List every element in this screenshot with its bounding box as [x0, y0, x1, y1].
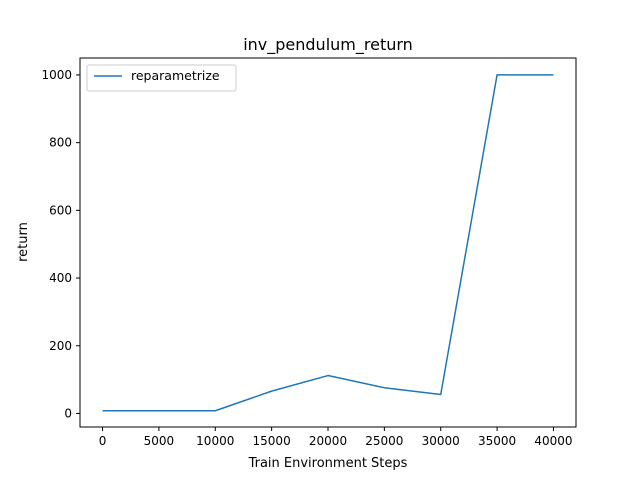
y-tick-label: 600: [49, 203, 72, 217]
legend: reparametrize: [86, 64, 237, 92]
x-tick-label: 10000: [196, 434, 234, 448]
y-axis-title: return: [16, 222, 31, 262]
y-tick-label: 200: [49, 339, 72, 353]
y-tick-label: 1000: [41, 68, 72, 82]
y-axis: 0 200 400 600 800 1000: [41, 68, 80, 420]
x-tick-label: 40000: [534, 434, 572, 448]
x-tick-label: 15000: [253, 434, 291, 448]
x-axis-title: Train Environment Steps: [248, 456, 408, 471]
x-tick-label: 25000: [365, 434, 403, 448]
legend-box: [86, 64, 237, 92]
chart-title: inv_pendulum_return: [243, 35, 413, 55]
x-axis: 0 5000 10000 15000 20000 25000 30000 35000 40000: [99, 427, 573, 448]
x-tick-label: 5000: [144, 434, 175, 448]
x-tick-label: 20000: [309, 434, 347, 448]
x-tick-label: 35000: [478, 434, 516, 448]
plot-area: [102, 74, 554, 412]
x-tick-label: 30000: [422, 434, 460, 448]
y-tick-label: 800: [49, 136, 72, 150]
legend-label: reparametrize: [131, 68, 220, 83]
y-tick-label: 400: [49, 271, 72, 285]
y-tick-label: 0: [64, 406, 72, 420]
x-tick-label: 0: [99, 434, 107, 448]
series-line-reparametrize: [102, 74, 554, 412]
